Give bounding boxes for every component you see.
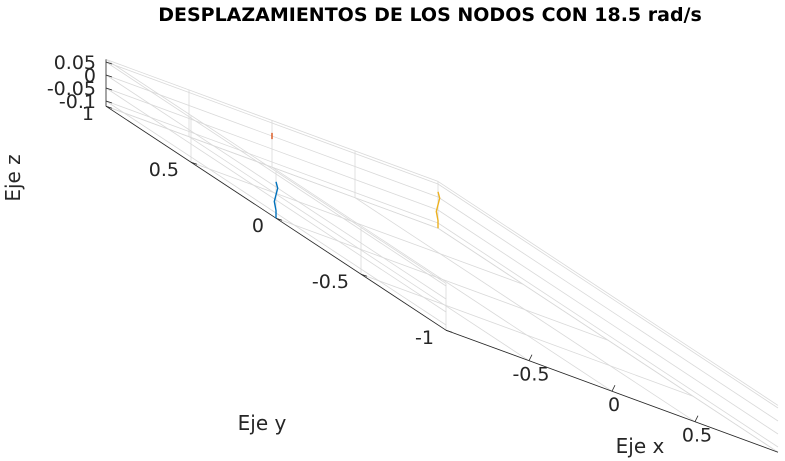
z-axis-label: Eje z bbox=[1, 154, 25, 201]
grid-line bbox=[360, 273, 694, 397]
x-axis-label: Eje x bbox=[616, 434, 665, 458]
tick-labels: -0.500.5-1-0.500.510.050-0.05-0.1 bbox=[47, 52, 712, 447]
z-tick bbox=[105, 87, 113, 91]
y-tick-label: 1 bbox=[82, 103, 94, 125]
z-tick bbox=[105, 74, 113, 78]
z-tick bbox=[105, 61, 113, 65]
grid-line bbox=[437, 227, 779, 453]
grid-line bbox=[437, 209, 779, 435]
chart-title: DESPLAZAMIENTOS DE LOS NODOS CON 18.5 ra… bbox=[158, 4, 702, 26]
y-tick-label: -1 bbox=[415, 327, 434, 349]
grid-line bbox=[105, 59, 447, 284]
grid-line bbox=[105, 87, 439, 211]
z-tick-label: 0 bbox=[84, 65, 96, 87]
x-tick bbox=[694, 415, 699, 422]
series-line-3 bbox=[435, 191, 441, 229]
x-tick-label: 0.5 bbox=[682, 425, 712, 447]
series-layer bbox=[271, 132, 441, 229]
grid-line bbox=[105, 105, 439, 229]
grid-line bbox=[275, 217, 609, 341]
x-tick bbox=[528, 354, 533, 361]
x-tick-label: 0 bbox=[608, 394, 620, 416]
y-tick-label: -0.5 bbox=[312, 271, 349, 293]
x-tick bbox=[611, 385, 616, 392]
y-tick-label: 0 bbox=[252, 215, 264, 237]
grid-line bbox=[105, 59, 439, 182]
grid bbox=[105, 59, 779, 453]
y-tick bbox=[105, 105, 113, 109]
y-tick bbox=[190, 161, 198, 165]
grid-line bbox=[437, 183, 779, 409]
z-tick-label: 0.05 bbox=[54, 52, 96, 74]
y-axis-label: Eje y bbox=[238, 411, 287, 435]
y-tick-label: 0.5 bbox=[149, 159, 179, 181]
grid-line bbox=[105, 87, 447, 313]
grid-line bbox=[437, 181, 779, 406]
grid-line bbox=[105, 100, 439, 224]
x-tick-label: -0.5 bbox=[512, 364, 549, 386]
grid-line bbox=[190, 161, 524, 285]
y-tick bbox=[360, 273, 368, 277]
y-tick bbox=[275, 217, 283, 221]
z-tick bbox=[105, 100, 113, 104]
grid-line bbox=[105, 61, 447, 287]
axes bbox=[105, 59, 779, 453]
grid-line bbox=[105, 74, 447, 300]
z-tick-label: -0.05 bbox=[47, 78, 96, 100]
grid-line bbox=[437, 222, 779, 448]
grid-line bbox=[105, 61, 439, 185]
series-line-1 bbox=[273, 181, 279, 219]
y-tick bbox=[445, 329, 453, 333]
grid-line bbox=[437, 196, 779, 422]
z-tick-label: -0.1 bbox=[59, 91, 96, 113]
